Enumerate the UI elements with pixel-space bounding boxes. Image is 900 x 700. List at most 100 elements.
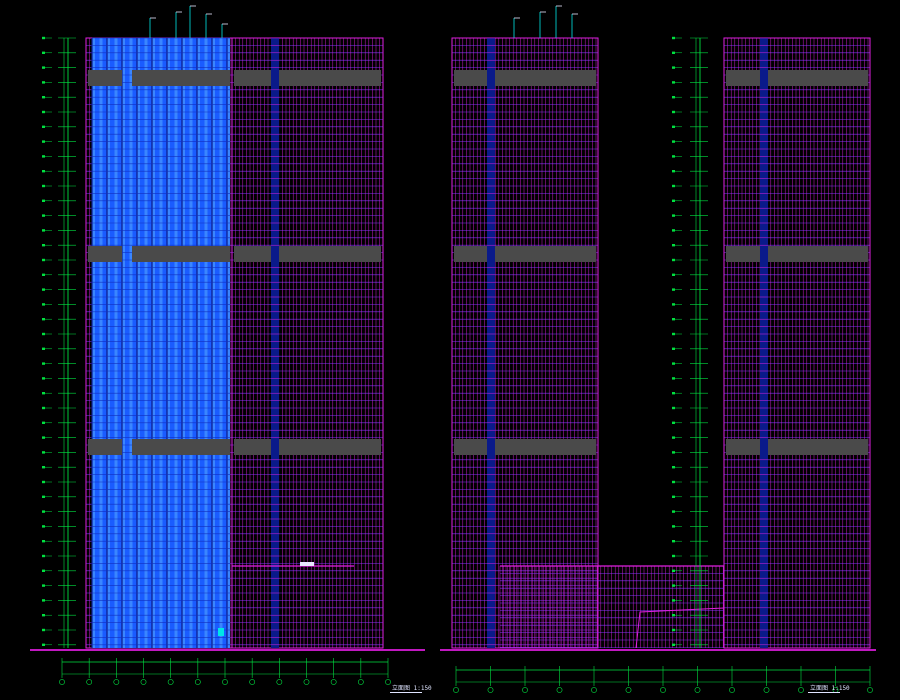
tower-outline bbox=[723, 37, 871, 649]
level-dot bbox=[42, 140, 45, 143]
level-dot bbox=[672, 436, 675, 439]
level-dot bbox=[42, 614, 45, 617]
level-dot bbox=[672, 110, 675, 114]
glass-vertical-stripe bbox=[204, 38, 208, 648]
refuge-floor-band bbox=[234, 439, 381, 455]
level-dot bbox=[42, 466, 45, 469]
level-dot bbox=[672, 155, 675, 158]
level-dot bbox=[672, 51, 675, 54]
level-dot bbox=[672, 36, 675, 40]
level-dot bbox=[672, 525, 675, 528]
band-core-gap bbox=[760, 70, 768, 86]
vertical-dimension-chain bbox=[42, 36, 76, 648]
axis-bubble bbox=[522, 687, 528, 693]
level-dot bbox=[42, 495, 45, 498]
level-dot bbox=[42, 554, 45, 558]
glass-vertical-stripe bbox=[159, 38, 163, 648]
level-dot bbox=[672, 96, 675, 99]
level-dot bbox=[42, 628, 45, 632]
axis-bubble bbox=[694, 687, 701, 693]
level-dot bbox=[42, 81, 45, 84]
level-dot bbox=[672, 554, 675, 558]
axis-bubble bbox=[140, 679, 147, 685]
level-dot bbox=[672, 495, 675, 498]
level-dot bbox=[672, 81, 675, 84]
core-column bbox=[487, 38, 495, 648]
band-core-gap bbox=[487, 246, 495, 262]
level-dot bbox=[42, 569, 45, 572]
level-dot bbox=[672, 421, 675, 424]
right-tower-a bbox=[451, 37, 599, 649]
level-dot bbox=[672, 244, 675, 247]
level-dot bbox=[672, 406, 675, 410]
refuge-floor-band bbox=[454, 70, 596, 86]
glass-vertical-stripe bbox=[114, 38, 118, 648]
level-dot bbox=[42, 66, 45, 69]
axis-bubble bbox=[222, 679, 228, 685]
refuge-floor-band bbox=[234, 70, 381, 86]
entrance-marker bbox=[218, 628, 224, 636]
refuge-floor-band bbox=[132, 439, 230, 455]
level-dot bbox=[42, 273, 45, 276]
tower-outline bbox=[231, 37, 384, 649]
level-dot bbox=[42, 36, 45, 40]
level-dot bbox=[672, 303, 675, 306]
band-core-gap bbox=[760, 246, 768, 262]
glass-vertical-stripe bbox=[174, 38, 178, 648]
axis-bubble bbox=[330, 679, 337, 685]
level-dot bbox=[42, 480, 45, 484]
glass-vertical-stripe bbox=[189, 38, 193, 648]
refuge-floor-band bbox=[454, 246, 596, 262]
level-dot bbox=[672, 140, 675, 143]
level-dot bbox=[42, 332, 45, 336]
level-dot bbox=[672, 318, 675, 321]
level-dot bbox=[672, 170, 675, 173]
elevation-right bbox=[440, 5, 876, 693]
refuge-floor-band bbox=[454, 439, 596, 455]
glass-vertical-stripe bbox=[212, 38, 215, 648]
level-dot bbox=[672, 466, 675, 469]
glass-vertical-stripe bbox=[219, 38, 223, 648]
elevation-left bbox=[30, 5, 425, 685]
horizontal-axis-chain bbox=[453, 666, 873, 693]
glass-vertical-stripe bbox=[197, 38, 200, 648]
level-dot bbox=[672, 258, 675, 262]
level-dot bbox=[42, 199, 45, 202]
level-dot bbox=[672, 273, 675, 276]
refuge-floor-band bbox=[726, 70, 868, 86]
level-dot bbox=[42, 392, 45, 395]
level-dot bbox=[42, 584, 45, 587]
level-dot bbox=[672, 362, 675, 365]
level-dot bbox=[42, 51, 45, 54]
band-core-gap bbox=[487, 439, 495, 455]
axis-bubble bbox=[729, 687, 735, 693]
glass-vertical-stripe bbox=[129, 38, 133, 648]
band-core-gap bbox=[271, 439, 279, 455]
band-core-gap bbox=[760, 439, 768, 455]
level-dot bbox=[42, 510, 45, 513]
annotation-tag bbox=[300, 562, 314, 566]
axis-bubble bbox=[867, 687, 873, 693]
axis-bubble bbox=[249, 679, 256, 685]
band-core-gap bbox=[487, 70, 495, 86]
level-dot bbox=[42, 347, 45, 350]
level-dot bbox=[42, 525, 45, 528]
axis-bubble bbox=[385, 679, 391, 685]
axis-bubble bbox=[303, 679, 310, 685]
core-column bbox=[760, 38, 768, 648]
level-dot bbox=[672, 288, 675, 291]
level-dot bbox=[42, 258, 45, 262]
level-dot bbox=[42, 303, 45, 306]
glass-vertical-stripe bbox=[137, 38, 140, 648]
level-dot bbox=[42, 244, 45, 247]
level-dot bbox=[672, 377, 675, 380]
glass-vertical-stripe bbox=[107, 38, 110, 648]
glass-curtain-wall bbox=[91, 37, 230, 648]
axis-bubble bbox=[798, 687, 804, 693]
level-dot bbox=[42, 125, 45, 128]
level-dot bbox=[42, 540, 45, 543]
level-dot bbox=[672, 199, 675, 202]
level-dot bbox=[42, 96, 45, 99]
level-dot bbox=[672, 569, 675, 572]
level-dot bbox=[42, 170, 45, 173]
